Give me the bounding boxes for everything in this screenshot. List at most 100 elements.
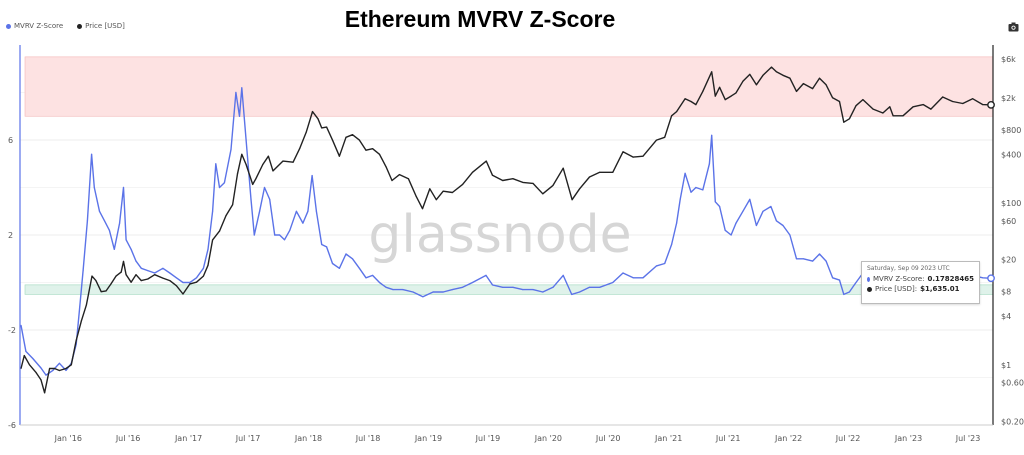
series-point-price-77 [491, 174, 494, 176]
series-point-mvrv-38 [223, 182, 225, 184]
series-point-mvrv-65 [365, 277, 367, 279]
tooltip-label-mvrv: MVRV Z-Score: [873, 275, 925, 283]
series-point-mvrv-127 [848, 291, 851, 293]
series-point-mvrv-68 [385, 286, 387, 288]
series-point-price-68 [415, 196, 417, 198]
series-point-mvrv-50 [279, 234, 281, 236]
series-point-mvrv-49 [274, 234, 276, 236]
series-point-price-70 [429, 188, 431, 190]
series-point-mvrv-30 [182, 281, 184, 284]
x-tick-0: Jan '16 [54, 434, 82, 443]
series-point-price-53 [317, 118, 319, 120]
series-point-price-55 [326, 126, 328, 128]
series-point-mvrv-69 [392, 289, 394, 291]
series-point-mvrv-71 [412, 291, 414, 293]
series-point-price-38 [225, 215, 227, 217]
series-point-price-109 [755, 84, 758, 86]
series-point-mvrv-94 [642, 277, 644, 279]
series-point-mvrv-67 [378, 281, 381, 284]
series-point-mvrv-61 [338, 267, 340, 269]
tooltip: Saturday, Sep 09 2023 UTC MVRV Z-Score: … [861, 261, 980, 304]
series-point-mvrv-100 [684, 172, 686, 174]
series-point-mvrv-11 [82, 270, 84, 272]
series-point-mvrv-44 [250, 198, 252, 200]
series-point-mvrv-63 [351, 258, 354, 260]
series-point-price-134 [942, 96, 944, 98]
y-tick-right-6: $20 [1001, 256, 1016, 265]
series-point-price-24 [135, 274, 137, 276]
series-point-mvrv-88 [579, 291, 581, 293]
series-point-mvrv-70 [402, 289, 404, 291]
x-tick-12: Jan '22 [774, 434, 802, 443]
legend: MVRV Z-Score Price [USD] [6, 22, 125, 30]
series-line-mvrv [20, 87, 992, 376]
series-point-mvrv-35 [212, 210, 214, 212]
series-point-mvrv-74 [442, 291, 444, 293]
series-point-mvrv-29 [175, 277, 177, 279]
series-point-mvrv-4 [45, 374, 47, 376]
series-point-mvrv-84 [542, 291, 544, 293]
series-point-price-85 [571, 199, 573, 201]
series-point-price-112 [775, 71, 778, 73]
series-point-price-99 [695, 104, 697, 106]
series-point-price-28 [162, 277, 164, 279]
series-point-price-45 [262, 163, 264, 166]
series-point-price-95 [671, 115, 673, 117]
y-tick-right-8: $4 [1001, 312, 1011, 321]
y-tick-right-11: $0.20 [1001, 417, 1024, 426]
series-point-price-86 [579, 188, 581, 190]
series-point-price-19 [115, 275, 117, 277]
series-point-price-93 [655, 139, 658, 141]
hover-marker-mvrv [987, 274, 995, 283]
x-tick-4: Jan '18 [294, 434, 322, 443]
series-point-price-123 [848, 118, 851, 120]
legend-item-price[interactable]: Price [USD] [77, 22, 125, 30]
series-point-price-14 [91, 275, 93, 277]
series-point-mvrv-58 [321, 243, 323, 246]
series-point-price-90 [622, 151, 624, 153]
series-point-mvrv-17 [108, 229, 110, 231]
series-point-price-107 [742, 80, 744, 82]
y-tick-right-3: $400 [1001, 150, 1021, 159]
series-point-price-118 [818, 77, 821, 79]
series-point-mvrv-0 [20, 324, 22, 326]
series-point-price-106 [735, 92, 737, 94]
series-point-mvrv-7 [65, 369, 67, 371]
series-point-mvrv-14 [93, 186, 95, 189]
legend-item-mvrv[interactable]: MVRV Z-Score [6, 22, 63, 30]
series-point-price-6 [49, 367, 51, 370]
series-point-mvrv-117 [782, 224, 784, 227]
hover-markers [987, 101, 995, 283]
camera-icon[interactable] [1008, 22, 1019, 35]
x-tick-14: Jan '23 [894, 434, 922, 443]
series-point-price-49 [292, 161, 294, 163]
series-point-mvrv-91 [612, 281, 614, 284]
series-point-price-17 [105, 290, 107, 292]
series-point-price-34 [202, 275, 204, 277]
series-point-mvrv-19 [119, 222, 121, 224]
series-point-price-115 [795, 90, 798, 92]
zone-overvalued [24, 56, 994, 117]
series-point-price-133 [930, 108, 932, 110]
series-point-price-4 [40, 379, 42, 381]
series-point-mvrv-123 [825, 260, 827, 262]
series-point-price-27 [154, 274, 156, 276]
series-point-mvrv-59 [326, 246, 328, 248]
series-point-mvrv-47 [263, 186, 266, 189]
series-point-price-2 [28, 364, 31, 366]
tooltip-value-price: $1,635.01 [920, 285, 960, 293]
series-point-mvrv-112 [749, 198, 751, 200]
series-point-mvrv-95 [655, 265, 658, 267]
series-point-mvrv-20 [122, 186, 125, 189]
series-point-price-67 [407, 178, 409, 180]
series-point-price-137 [972, 98, 974, 100]
series-point-mvrv-15 [98, 210, 101, 212]
series-point-mvrv-142 [982, 277, 984, 279]
series-point-price-71 [435, 199, 437, 201]
y-tick-left-2: -2 [8, 326, 16, 335]
series-point-mvrv-55 [307, 210, 309, 212]
series-point-price-57 [338, 155, 340, 157]
x-tick-3: Jul '17 [235, 434, 261, 443]
series-point-price-69 [421, 208, 424, 210]
